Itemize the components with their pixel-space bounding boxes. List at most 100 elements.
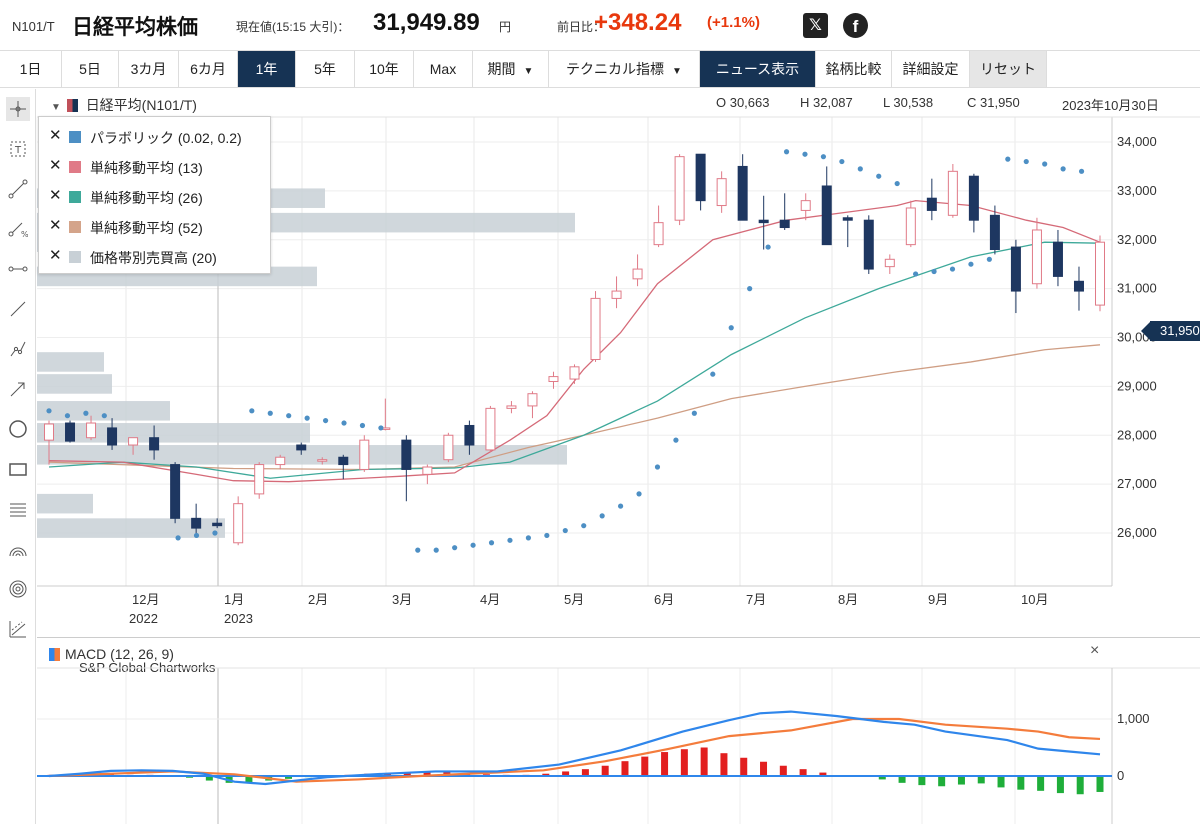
polyline-icon[interactable] (6, 337, 30, 361)
macd-header: MACD (12, 26, 9) (49, 646, 174, 662)
indicator-legend: ✕ パラボリック (0.02, 0.2) ✕ 単純移動平均 (13) ✕ 単純移… (38, 116, 271, 274)
legend-label: 単純移動平均 (26) (90, 190, 203, 206)
close-value: C 31,950 (967, 95, 1020, 110)
macd-y-tick-label: 1,000 (1117, 711, 1150, 726)
news-display-button[interactable]: ニュース表示 (700, 51, 816, 87)
parabolic-sar-dot (175, 535, 181, 541)
parabolic-sar-dot (710, 371, 716, 377)
line-icon[interactable] (6, 177, 30, 201)
candle-body (422, 466, 433, 475)
x-year-label: 2023 (224, 611, 253, 626)
text-icon[interactable]: T (6, 137, 30, 161)
quote-header: N101/T 日経平均株価 現在値(15:15 大引)： 31,949.89 円… (0, 0, 1200, 50)
legend-label: パラボリック (0.02, 0.2) (90, 130, 242, 146)
remove-icon[interactable]: ✕ (49, 247, 62, 264)
legend-swatch (69, 191, 81, 203)
instrument-header[interactable]: ▼ 日経平均(N101/T) (51, 95, 197, 115)
x-month-label: 8月 (838, 592, 858, 607)
macd-histogram-bar (977, 776, 985, 784)
macd-histogram-bar (700, 747, 708, 776)
parabolic-sar-dot (562, 527, 568, 534)
open-value: O 30,663 (716, 95, 770, 110)
arrow-icon[interactable] (6, 377, 30, 401)
settings-button[interactable]: 詳細設定 (892, 51, 970, 87)
reset-button[interactable]: リセット (970, 51, 1047, 87)
macd-histogram-bar (720, 753, 728, 776)
x-month-label: 4月 (480, 592, 500, 607)
candle-body (821, 185, 832, 246)
macd-canvas[interactable]: 1,000 0 (37, 638, 1200, 824)
candle-body (233, 503, 244, 544)
rectangle-icon[interactable] (6, 457, 30, 481)
regression-icon[interactable] (6, 617, 30, 641)
parabolic-sar-dot (654, 464, 661, 470)
close-icon[interactable]: × (1090, 642, 1100, 659)
macd-panel[interactable]: 1,000 0 MACD (12, 26, 9) × (37, 637, 1200, 824)
macd-line (48, 710, 1101, 786)
remove-icon[interactable]: ✕ (49, 157, 62, 174)
macd-histogram-bar (423, 772, 431, 776)
volume-profile-bar (37, 445, 567, 465)
period-5d-button[interactable]: 5日 (62, 51, 119, 87)
parabolic-sar-dot (581, 523, 587, 529)
macd-histogram-bar (957, 776, 965, 785)
parabolic-sar-dot (876, 173, 882, 179)
legend-swatch (69, 221, 81, 233)
candle-body (149, 437, 160, 451)
legend-label: 単純移動平均 (13) (90, 160, 203, 176)
legend-item-sma13: ✕ 単純移動平均 (13) (39, 150, 270, 180)
macd-histogram-bar (621, 761, 629, 776)
candle-body (695, 153, 706, 202)
facebook-share-icon[interactable]: f (843, 13, 868, 38)
period-6m-button[interactable]: 6カ月 (179, 51, 238, 87)
chevron-down-icon[interactable]: ▼ (51, 102, 61, 113)
ticker-code: N101/T (12, 19, 55, 34)
parabolic-sar-dot (507, 537, 513, 543)
candle-body (611, 290, 622, 299)
concentric-circle-icon[interactable] (6, 577, 30, 601)
remove-icon[interactable]: ✕ (49, 127, 62, 144)
period-10y-button[interactable]: 10年 (355, 51, 414, 87)
macd-histogram-bar (740, 757, 748, 776)
period-1y-button[interactable]: 1年 (238, 51, 296, 87)
remove-icon[interactable]: ✕ (49, 217, 62, 234)
fibonacci-icon[interactable] (6, 497, 30, 521)
horizontal-range-icon[interactable] (6, 257, 30, 281)
candle-body (569, 366, 580, 380)
candle-body (758, 219, 769, 224)
parabolic-sar-dot (378, 425, 384, 431)
candle-body (947, 170, 958, 216)
period-1d-button[interactable]: 1日 (0, 51, 62, 87)
parabolic-sar-dot (101, 413, 107, 419)
parabolic-sar-dot (415, 547, 421, 553)
remove-icon[interactable]: ✕ (49, 187, 62, 204)
parabolic-sar-dot (64, 413, 71, 419)
parabolic-sar-dot (46, 408, 52, 414)
technical-indicators-dropdown[interactable]: テクニカル指標 ▼ (549, 51, 700, 87)
crosshair-icon[interactable] (6, 97, 30, 121)
parabolic-sar-dot (728, 325, 734, 331)
period-5y-button[interactable]: 5年 (296, 51, 355, 87)
trend-line-icon[interactable] (6, 297, 30, 321)
arc-icon[interactable] (6, 537, 30, 561)
price-unit: 円 (499, 20, 512, 34)
compare-button[interactable]: 銘柄比較 (816, 51, 892, 87)
volume-profile-bar (37, 401, 170, 421)
x-share-icon[interactable]: 𝕏 (803, 13, 828, 38)
parabolic-sar-dot (673, 437, 679, 443)
period-dropdown[interactable]: 期間 ▼ (473, 51, 549, 87)
circle-icon[interactable] (6, 417, 30, 441)
period-3m-button[interactable]: 3カ月 (119, 51, 179, 87)
legend-swatch (69, 161, 81, 173)
volume-profile-bar (37, 518, 225, 538)
candle-body (842, 217, 853, 221)
period-max-button[interactable]: Max (414, 51, 473, 87)
legend-item-parabolic: ✕ パラボリック (0.02, 0.2) (39, 120, 270, 150)
parabolic-sar-dot (931, 268, 937, 275)
parabolic-sar-dot (341, 420, 347, 426)
candle-body (212, 522, 223, 527)
percent-line-icon[interactable]: % (6, 217, 30, 241)
index-name: 日経平均株価 (72, 16, 198, 39)
candle-body (191, 517, 202, 529)
candle-body (863, 219, 874, 270)
